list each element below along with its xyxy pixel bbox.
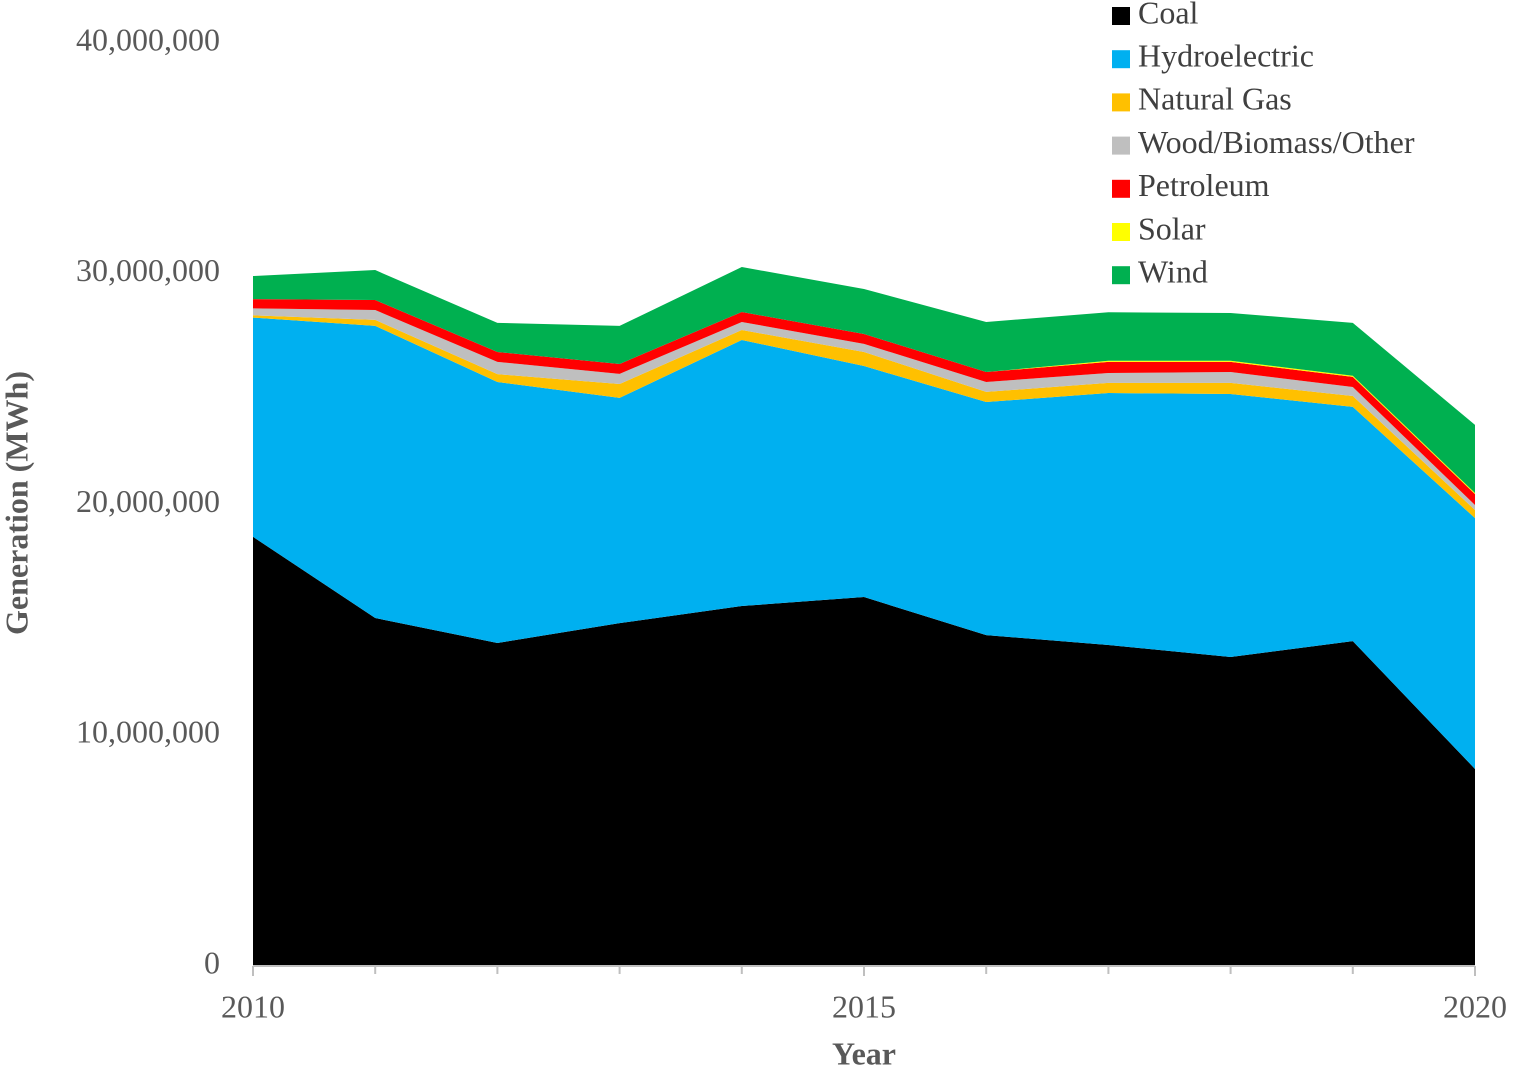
legend-label: Hydroelectric xyxy=(1138,38,1314,74)
legend-swatch xyxy=(1112,223,1130,241)
y-axis-title: Generation (MWh) xyxy=(0,371,34,635)
legend-swatch xyxy=(1112,179,1130,198)
y-tick-label: 40,000,000 xyxy=(76,21,220,57)
y-tick-label: 10,000,000 xyxy=(76,714,220,750)
legend-label: Solar xyxy=(1138,210,1206,246)
area xyxy=(253,308,1475,511)
legend-swatch xyxy=(1112,266,1130,285)
x-tick-label: 2020 xyxy=(1443,988,1507,1024)
y-tick-label: 30,000,000 xyxy=(76,252,220,288)
legend-label: Wood/Biomass/Other xyxy=(1138,124,1415,160)
legend-label: Petroleum xyxy=(1138,167,1270,203)
area xyxy=(253,267,1475,493)
x-tick-label: 2015 xyxy=(832,988,896,1024)
legend-label: Coal xyxy=(1138,0,1199,30)
y-tick-label: 0 xyxy=(204,944,220,980)
legend-label: Wind xyxy=(1138,254,1208,290)
legend-swatch xyxy=(1112,136,1130,155)
legend-swatch xyxy=(1112,50,1130,69)
area xyxy=(253,317,1475,769)
y-tick-label: 20,000,000 xyxy=(76,483,220,519)
area xyxy=(253,315,1475,519)
x-axis-title: Year xyxy=(832,1035,896,1071)
area xyxy=(253,299,1475,505)
area xyxy=(253,536,1475,966)
legend-swatch xyxy=(1112,7,1130,25)
legend-swatch xyxy=(1112,93,1130,112)
legend-label: Natural Gas xyxy=(1138,81,1292,117)
x-tick-label: 2010 xyxy=(221,988,285,1024)
